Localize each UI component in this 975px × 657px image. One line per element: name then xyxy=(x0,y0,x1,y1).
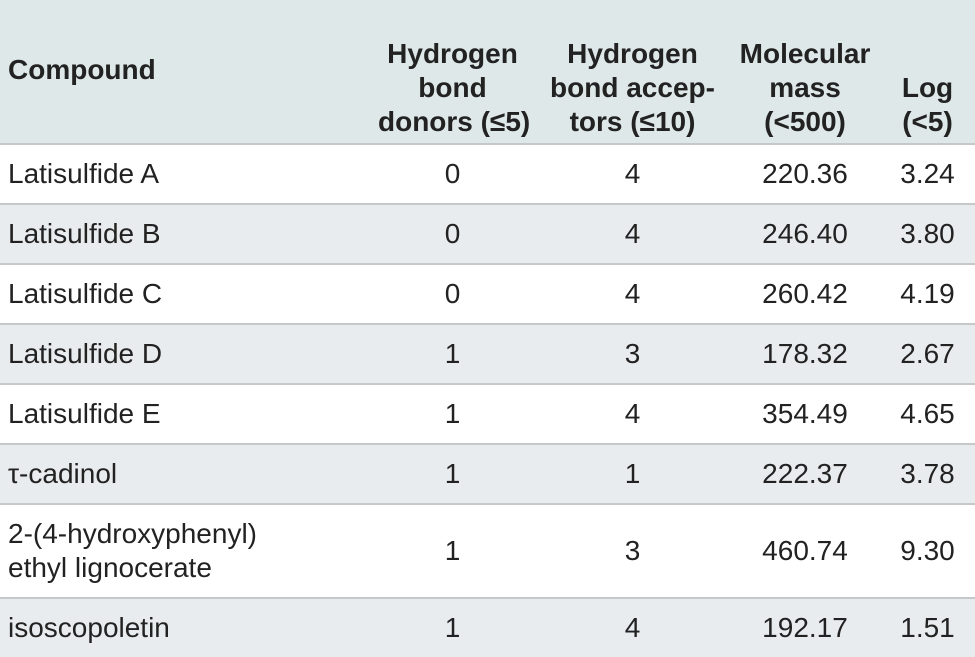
value-cell: 4 xyxy=(535,143,730,204)
cell-line: (<500) xyxy=(764,106,846,137)
table-row: Latisulfide C 0 4 260.42 4.19 xyxy=(0,263,975,324)
value-cell: 1 xyxy=(370,443,535,504)
value-cell: 4.65 xyxy=(880,383,975,444)
cell-line: Compound xyxy=(8,53,156,85)
compound-cell: Latisulfide A xyxy=(0,143,370,204)
cell-line: Latisulfide C xyxy=(8,278,163,309)
compound-cell: Latisulfide D xyxy=(0,323,370,384)
cell-line: Molecular xyxy=(739,38,871,69)
value-cell: 9.30 xyxy=(880,503,975,598)
cell-line: tors (≤10) xyxy=(569,106,696,137)
value-cell: 1 xyxy=(370,503,535,598)
cell-line: Latisulfide A xyxy=(8,158,159,189)
value-cell: 354.49 xyxy=(730,383,880,444)
cell-line: Latisulfide E xyxy=(8,398,161,429)
value-cell: 178.32 xyxy=(730,323,880,384)
cell-line: (<5) xyxy=(902,106,953,137)
value-cell: 220.36 xyxy=(730,143,880,204)
value-cell: 4 xyxy=(535,203,730,264)
value-cell: 1 xyxy=(535,443,730,504)
compound-cell: Latisulfide B xyxy=(0,203,370,264)
value-cell: 4.19 xyxy=(880,263,975,324)
compound-cell: Latisulfide C xyxy=(0,263,370,324)
table-row: τ-cadinol 1 1 222.37 3.78 xyxy=(0,443,975,504)
value-cell: 3.78 xyxy=(880,443,975,504)
value-cell: 0 xyxy=(370,203,535,264)
cell-line: bond xyxy=(418,72,487,103)
value-cell: 0 xyxy=(370,263,535,324)
compound-cell: 2-(4-hydroxyphenyl) ethyl lignocerate xyxy=(0,503,370,598)
cell-line: τ-cadinol xyxy=(8,458,118,489)
compound-cell: isoscopoletin xyxy=(0,597,370,657)
value-cell: 4 xyxy=(535,597,730,657)
header-cell: Hydrogen bond donors (≤5) xyxy=(370,0,535,144)
value-cell: 3 xyxy=(535,323,730,384)
value-cell: 3 xyxy=(535,503,730,598)
table-row: Latisulfide A 0 4 220.36 3.24 xyxy=(0,143,975,204)
cell-line: isoscopoletin xyxy=(8,612,170,643)
value-cell: 0 xyxy=(370,143,535,204)
cell-line: ethyl lignocerate xyxy=(8,552,212,583)
value-cell: 4 xyxy=(535,263,730,324)
value-cell: 222.37 xyxy=(730,443,880,504)
header-row: Compound Hydrogen bond donors (≤5) Hydrogen b… xyxy=(0,0,975,144)
cell-line: mass xyxy=(769,72,841,103)
cell-line: Latisulfide B xyxy=(8,218,161,249)
value-cell: 2.67 xyxy=(880,323,975,384)
value-cell: 1 xyxy=(370,597,535,657)
header-cell: Hydrogen bond accep-tors (≤10) xyxy=(535,0,730,144)
value-cell: 1.51 xyxy=(880,597,975,657)
cell-line: Hydrogen xyxy=(567,38,698,69)
cell-line: Log xyxy=(901,72,954,103)
value-cell: 1 xyxy=(370,323,535,384)
header-cell: Molecular mass (<500) xyxy=(730,0,880,144)
value-cell: 3.24 xyxy=(880,143,975,204)
cell-line: donors (≤5) xyxy=(378,106,531,137)
table-row: Latisulfide E 1 4 354.49 4.65 xyxy=(0,383,975,444)
cell-line: Latisulfide D xyxy=(8,338,163,369)
value-cell: 1 xyxy=(370,383,535,444)
table-row: 2-(4-hydroxyphenyl) ethyl lignocerate 1 3 46… xyxy=(0,503,975,598)
value-cell: 4 xyxy=(535,383,730,444)
cell-line: 2-(4-hydroxyphenyl) xyxy=(8,518,257,549)
compound-cell: Latisulfide E xyxy=(0,383,370,444)
cell-line: Hydrogen xyxy=(387,38,518,69)
table-row: Latisulfide B 0 4 246.40 3.80 xyxy=(0,203,975,264)
compound-cell: τ-cadinol xyxy=(0,443,370,504)
header-cell: Log (<5) xyxy=(880,0,975,144)
value-cell: 246.40 xyxy=(730,203,880,264)
value-cell: 460.74 xyxy=(730,503,880,598)
table-row: Latisulfide D 1 3 178.32 2.67 xyxy=(0,323,975,384)
header-cell: Compound xyxy=(0,0,370,144)
value-cell: 3.80 xyxy=(880,203,975,264)
cell-line: bond accep- xyxy=(550,72,715,103)
table-row: isoscopoletin 1 4 192.17 1.51 xyxy=(0,597,975,657)
value-cell: 192.17 xyxy=(730,597,880,657)
value-cell: 260.42 xyxy=(730,263,880,324)
